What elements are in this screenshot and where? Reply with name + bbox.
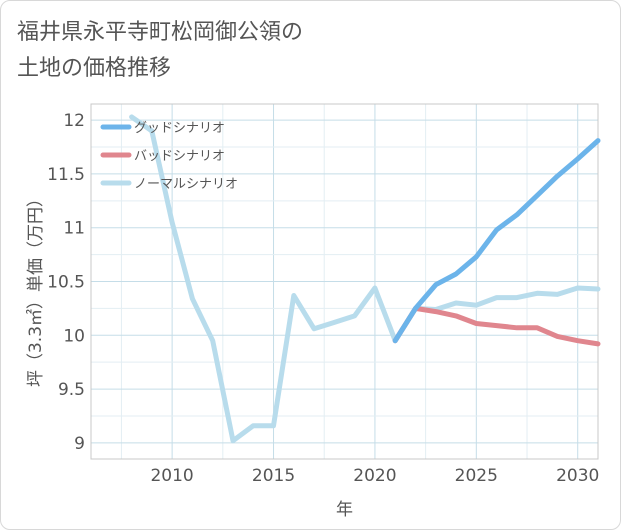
- x-tick-label: 2015: [252, 466, 295, 486]
- y-tick-label: 11: [63, 219, 85, 239]
- y-tick-label: 10: [63, 326, 85, 346]
- y-tick-label: 9.5: [58, 380, 85, 400]
- series-line-2: [392, 305, 601, 347]
- y-axis-ticks: 9 9.5 10 10.5 11 11.5 12: [47, 111, 85, 454]
- y-tick-label: 11.5: [47, 165, 85, 185]
- x-tick-label: 2020: [353, 466, 396, 486]
- y-axis-label: 坪（3.3㎡）単価（万円）: [26, 190, 46, 387]
- x-tick-label: 2030: [556, 466, 599, 486]
- x-axis-label: 年: [336, 500, 353, 520]
- series-lines: [129, 114, 601, 444]
- x-tick-label: 2010: [150, 466, 193, 486]
- grid: [91, 104, 598, 459]
- x-tick-label: 2025: [455, 466, 498, 486]
- chart-title: 福井県永平寺町松岡御公領の 土地の価格推移: [17, 20, 304, 81]
- y-tick-label: 12: [63, 111, 85, 131]
- plot-border: [90, 103, 599, 460]
- series-line-3: [129, 114, 601, 444]
- y-tick-label: 10.5: [47, 273, 85, 293]
- legend-label: グッドシナリオ: [134, 121, 225, 136]
- series-line-1: [392, 138, 601, 344]
- x-axis-ticks: 2010 2015 2020 2025 2030: [150, 466, 599, 486]
- legend-label: バッドシナリオ: [134, 149, 225, 164]
- y-tick-label: 9: [74, 434, 85, 454]
- legend-label: ノーマルシナリオ: [134, 177, 238, 192]
